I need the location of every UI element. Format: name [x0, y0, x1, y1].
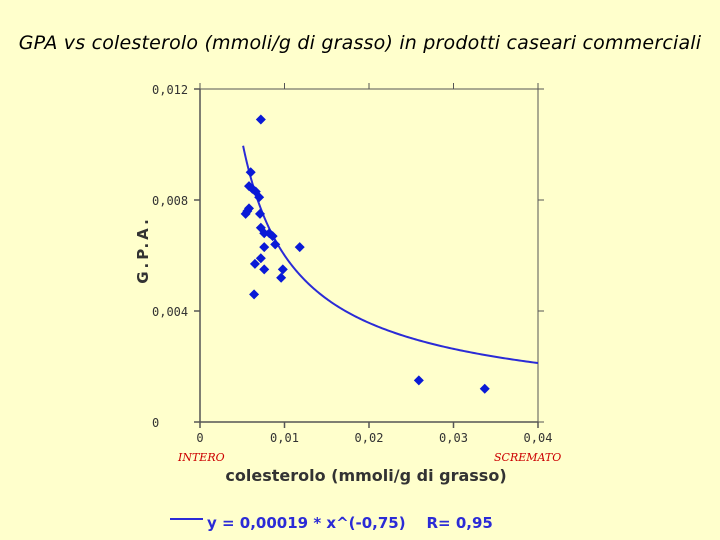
- fit-curve: [242, 145, 539, 365]
- data-point: [259, 228, 270, 239]
- data-point: [249, 289, 260, 300]
- x-tick-label: 0,04: [524, 431, 553, 445]
- x-tick-label: 0,03: [439, 431, 468, 445]
- data-point: [267, 231, 278, 242]
- y-tick-label: 0,012: [152, 83, 188, 97]
- data-point: [242, 206, 253, 217]
- data-point: [413, 375, 424, 386]
- chart-title: GPA vs colesterolo (mmoli/g di grasso) i…: [18, 32, 702, 54]
- data-point: [259, 242, 270, 253]
- data-point: [255, 114, 266, 125]
- annotation-scremato: SCREMATO: [494, 451, 561, 464]
- legend-text: y = 0,00019 * x^(-0,75) R= 0,95: [207, 514, 493, 532]
- annotation-intero: INTERO: [177, 451, 225, 464]
- data-point: [276, 272, 287, 283]
- data-point: [479, 383, 490, 394]
- x-tick-label: 0,02: [355, 431, 384, 445]
- y-axis-label: G.P.A.: [134, 216, 152, 284]
- x-tick-label: 0: [196, 431, 203, 445]
- data-point: [245, 167, 256, 178]
- data-point: [254, 192, 265, 203]
- data-point: [249, 258, 260, 269]
- y-tick-label: 0,008: [152, 194, 188, 208]
- data-point: [247, 183, 258, 194]
- x-axis-label: colesterolo (mmoli/g di grasso): [225, 466, 506, 485]
- y-tick-label: 0: [152, 416, 159, 430]
- x-tick-label: 0,01: [270, 431, 299, 445]
- data-point: [277, 264, 288, 275]
- data-point: [294, 242, 305, 253]
- data-point: [254, 208, 265, 219]
- y-tick-label: 0,004: [152, 305, 188, 319]
- data-point: [270, 239, 281, 250]
- data-point: [259, 264, 270, 275]
- data-point: [255, 253, 266, 264]
